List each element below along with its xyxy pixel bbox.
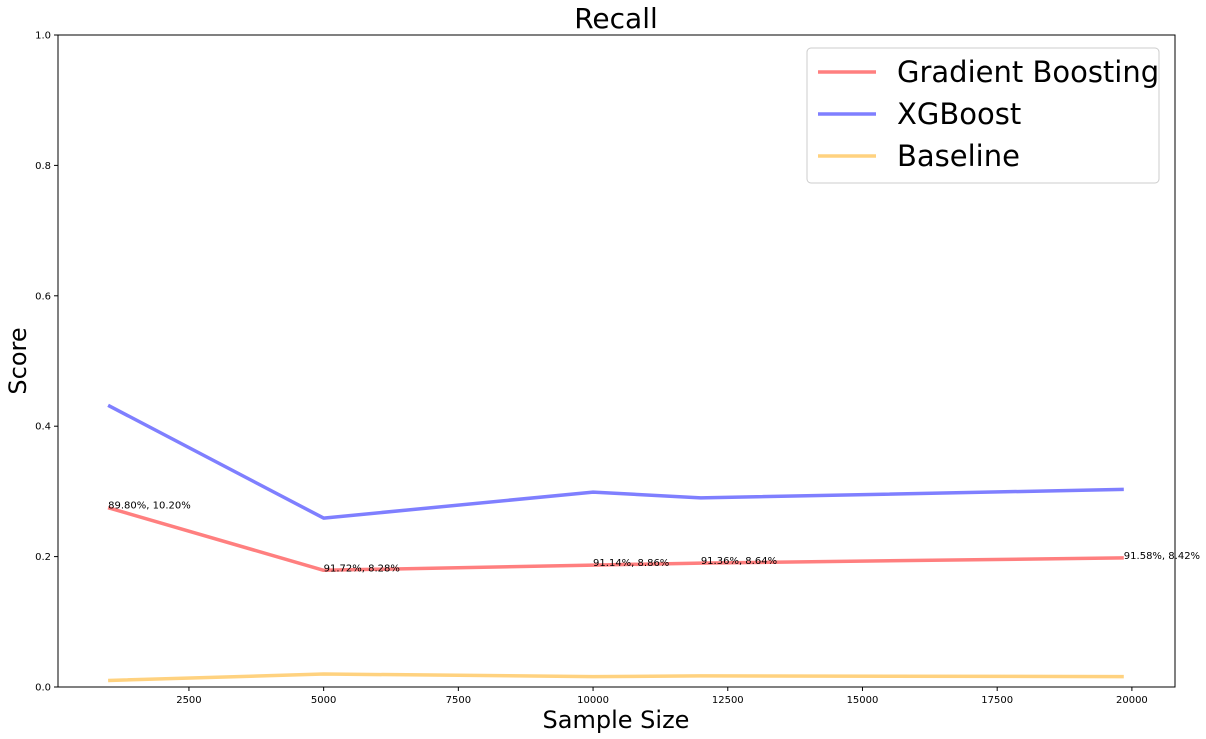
series-line-xgboost xyxy=(107,403,1124,520)
data-annotation: 91.14%, 8.86% xyxy=(593,558,669,569)
y-tick-label: 1.0 xyxy=(35,31,51,42)
y-axis: 0.0 0.2 0.4 0.6 0.8 1.0 xyxy=(35,31,58,694)
data-annotation: 89.80%, 10.20% xyxy=(108,501,191,512)
legend-label: Baseline xyxy=(897,139,1020,173)
legend-box xyxy=(806,47,1160,184)
plot-area xyxy=(57,34,1176,688)
legend-label: XGBoost xyxy=(897,97,1021,131)
y-tick-label: 0.0 xyxy=(35,683,51,694)
data-annotation: 91.58%, 8.42% xyxy=(1124,551,1200,562)
legend: Gradient Boosting XGBoost Baseline xyxy=(806,47,1160,184)
series-line-baseline xyxy=(108,672,1124,683)
legend-label: Gradient Boosting xyxy=(897,55,1159,89)
annotations: 89.80%, 10.20% 91.72%, 8.28% 91.14%, 8.86%… xyxy=(108,501,1200,575)
x-tick-label: 5000 xyxy=(311,695,336,706)
series-line-gradient-boosting xyxy=(107,506,1124,573)
data-annotation: 91.72%, 8.28% xyxy=(324,563,400,574)
y-tick-label: 0.8 xyxy=(35,161,51,172)
data-annotation: 91.36%, 8.64% xyxy=(701,556,777,567)
x-tick-label: 20000 xyxy=(1116,695,1148,706)
x-tick-label: 15000 xyxy=(847,695,879,706)
x-axis-label: Sample Size xyxy=(543,706,690,734)
y-tick-label: 0.2 xyxy=(35,552,51,563)
chart-title: Recall xyxy=(574,2,658,35)
y-axis-label: Score xyxy=(4,327,32,394)
y-tick-label: 0.4 xyxy=(35,422,51,433)
x-tick-label: 12500 xyxy=(712,695,744,706)
y-tick-label: 0.6 xyxy=(35,291,51,302)
x-axis: 2500 5000 7500 10000 12500 15000 17500 20000 xyxy=(176,687,1148,706)
x-tick-label: 7500 xyxy=(446,695,471,706)
series-lines xyxy=(107,403,1124,683)
x-tick-label: 10000 xyxy=(577,695,609,706)
x-tick-label: 17500 xyxy=(981,695,1013,706)
x-tick-label: 2500 xyxy=(176,695,201,706)
